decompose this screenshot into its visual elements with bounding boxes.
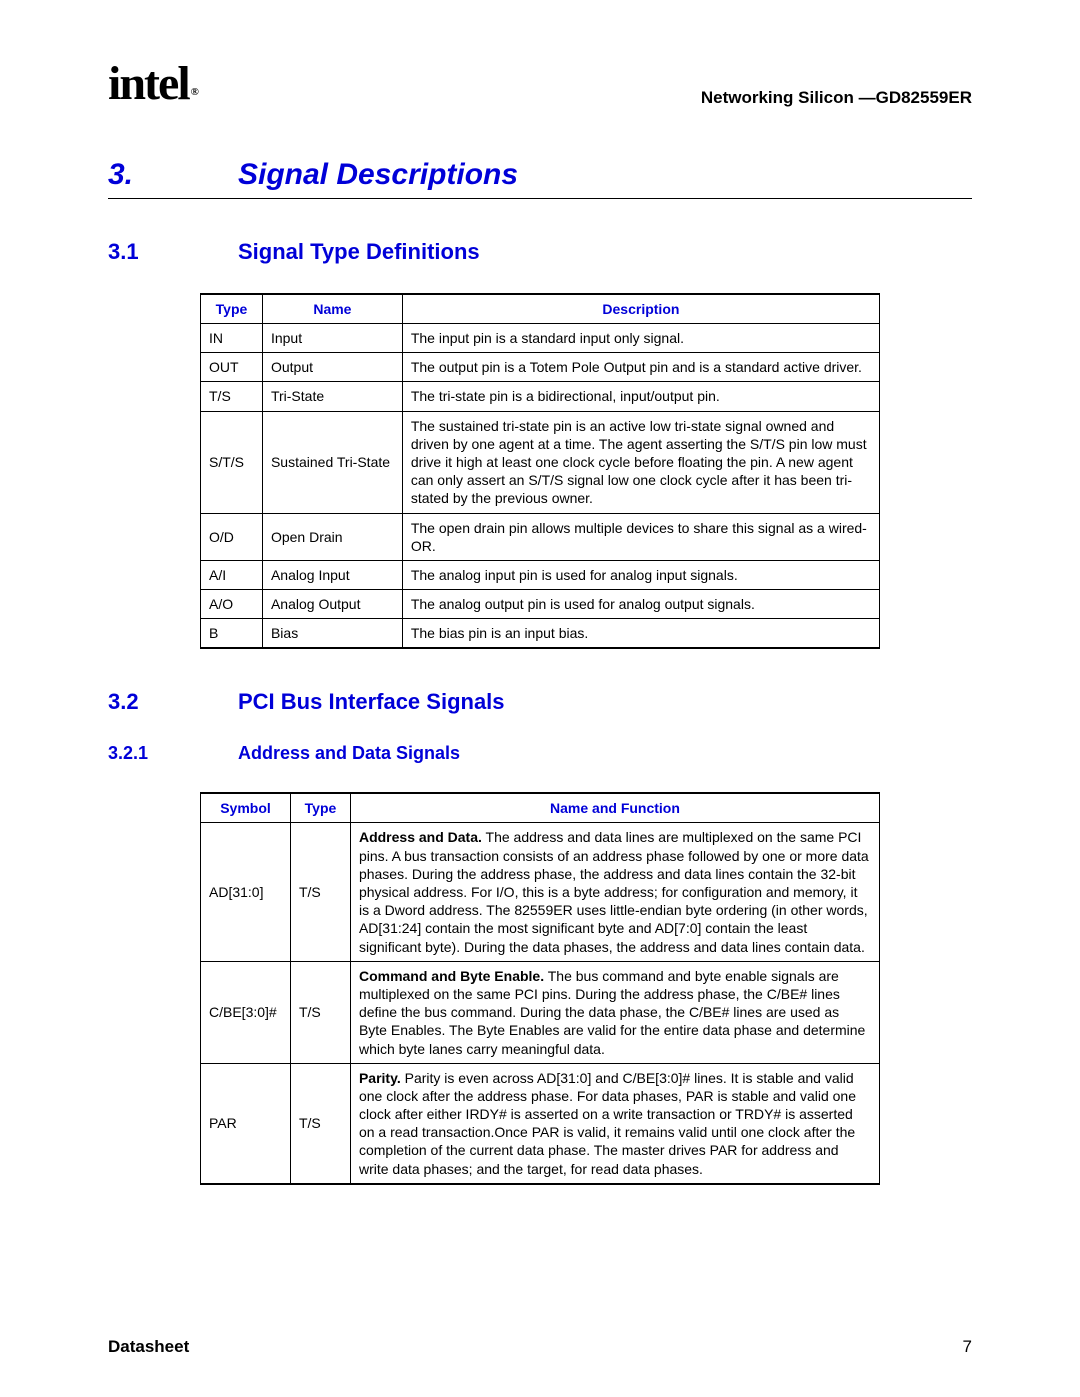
table-row: S/T/SSustained Tri-StateThe sustained tr…: [201, 411, 880, 513]
table-header: Type: [201, 294, 263, 324]
page-number: 7: [963, 1337, 972, 1357]
table-cell: Open Drain: [262, 513, 402, 560]
table-cell: S/T/S: [201, 411, 263, 513]
table-cell: The sustained tri-state pin is an active…: [402, 411, 879, 513]
chapter-number: 3.: [108, 158, 238, 192]
registered-mark: ®: [191, 86, 197, 98]
table-cell: Output: [262, 353, 402, 382]
table-header: Description: [402, 294, 879, 324]
subsection-number: 3.2.1: [108, 743, 238, 764]
table-cell: Command and Byte Enable. The bus command…: [350, 961, 879, 1063]
signal-type-table: Type Name Description INInputThe input p…: [200, 293, 880, 649]
table-header: Symbol: [201, 793, 291, 823]
section-number: 3.2: [108, 689, 238, 715]
section-title: PCI Bus Interface Signals: [238, 689, 505, 715]
signal-description: Parity is even across AD[31:0] and C/BE[…: [359, 1070, 856, 1177]
table-header: Name and Function: [350, 793, 879, 823]
table-cell: Tri-State: [262, 382, 402, 411]
table-row: T/STri-StateThe tri-state pin is a bidir…: [201, 382, 880, 411]
signal-name-bold: Parity.: [359, 1070, 401, 1086]
table-cell: C/BE[3:0]#: [201, 961, 291, 1063]
table-cell: A/I: [201, 560, 263, 589]
table-row: O/DOpen DrainThe open drain pin allows m…: [201, 513, 880, 560]
table-row: OUTOutputThe output pin is a Totem Pole …: [201, 353, 880, 382]
table-row: AD[31:0]T/SAddress and Data. The address…: [201, 823, 880, 961]
table-cell: T/S: [290, 1063, 350, 1184]
table-header-row: Type Name Description: [201, 294, 880, 324]
table-row: BBiasThe bias pin is an input bias.: [201, 619, 880, 649]
table-cell: O/D: [201, 513, 263, 560]
table-row: INInputThe input pin is a standard input…: [201, 324, 880, 353]
section-heading: 3.1 Signal Type Definitions: [108, 239, 972, 265]
table-cell: The tri-state pin is a bidirectional, in…: [402, 382, 879, 411]
table-row: A/OAnalog OutputThe analog output pin is…: [201, 590, 880, 619]
table-cell: T/S: [290, 823, 350, 961]
section-title: Signal Type Definitions: [238, 239, 480, 265]
table-cell: Input: [262, 324, 402, 353]
table-cell: The analog input pin is used for analog …: [402, 560, 879, 589]
table-row: C/BE[3:0]#T/SCommand and Byte Enable. Th…: [201, 961, 880, 1063]
table-cell: Bias: [262, 619, 402, 649]
signal-name-bold: Address and Data.: [359, 829, 482, 845]
page-footer: Datasheet 7: [108, 1337, 972, 1357]
table-cell: Address and Data. The address and data l…: [350, 823, 879, 961]
table-cell: The open drain pin allows multiple devic…: [402, 513, 879, 560]
intel-logo: intel®: [108, 60, 195, 108]
table-cell: The bias pin is an input bias.: [402, 619, 879, 649]
table-cell: AD[31:0]: [201, 823, 291, 961]
table-cell: Analog Output: [262, 590, 402, 619]
logo-text: intel: [108, 57, 189, 110]
table-row: A/IAnalog InputThe analog input pin is u…: [201, 560, 880, 589]
table-cell: A/O: [201, 590, 263, 619]
table-cell: Parity. Parity is even across AD[31:0] a…: [350, 1063, 879, 1184]
table-cell: The output pin is a Totem Pole Output pi…: [402, 353, 879, 382]
table-header: Type: [290, 793, 350, 823]
table-header-row: Symbol Type Name and Function: [201, 793, 880, 823]
table-cell: T/S: [201, 382, 263, 411]
table-header: Name: [262, 294, 402, 324]
table-cell: Sustained Tri-State: [262, 411, 402, 513]
address-data-signals-table: Symbol Type Name and Function AD[31:0]T/…: [200, 792, 880, 1184]
table-cell: B: [201, 619, 263, 649]
signal-name-bold: Command and Byte Enable.: [359, 968, 544, 984]
table-cell: The analog output pin is used for analog…: [402, 590, 879, 619]
document-title: Networking Silicon —GD82559ER: [701, 88, 972, 108]
table-cell: OUT: [201, 353, 263, 382]
table-cell: PAR: [201, 1063, 291, 1184]
subsection-heading: 3.2.1 Address and Data Signals: [108, 743, 972, 764]
table-row: PART/SParity. Parity is even across AD[3…: [201, 1063, 880, 1184]
subsection-title: Address and Data Signals: [238, 743, 460, 764]
table-cell: The input pin is a standard input only s…: [402, 324, 879, 353]
chapter-title: Signal Descriptions: [238, 158, 518, 192]
table-cell: T/S: [290, 961, 350, 1063]
footer-label: Datasheet: [108, 1337, 189, 1357]
page-header: intel® Networking Silicon —GD82559ER: [108, 60, 972, 108]
table-cell: Analog Input: [262, 560, 402, 589]
section-number: 3.1: [108, 239, 238, 265]
table-cell: IN: [201, 324, 263, 353]
chapter-heading: 3. Signal Descriptions: [108, 158, 972, 199]
section-heading: 3.2 PCI Bus Interface Signals: [108, 689, 972, 715]
signal-description: The address and data lines are multiplex…: [359, 829, 869, 954]
